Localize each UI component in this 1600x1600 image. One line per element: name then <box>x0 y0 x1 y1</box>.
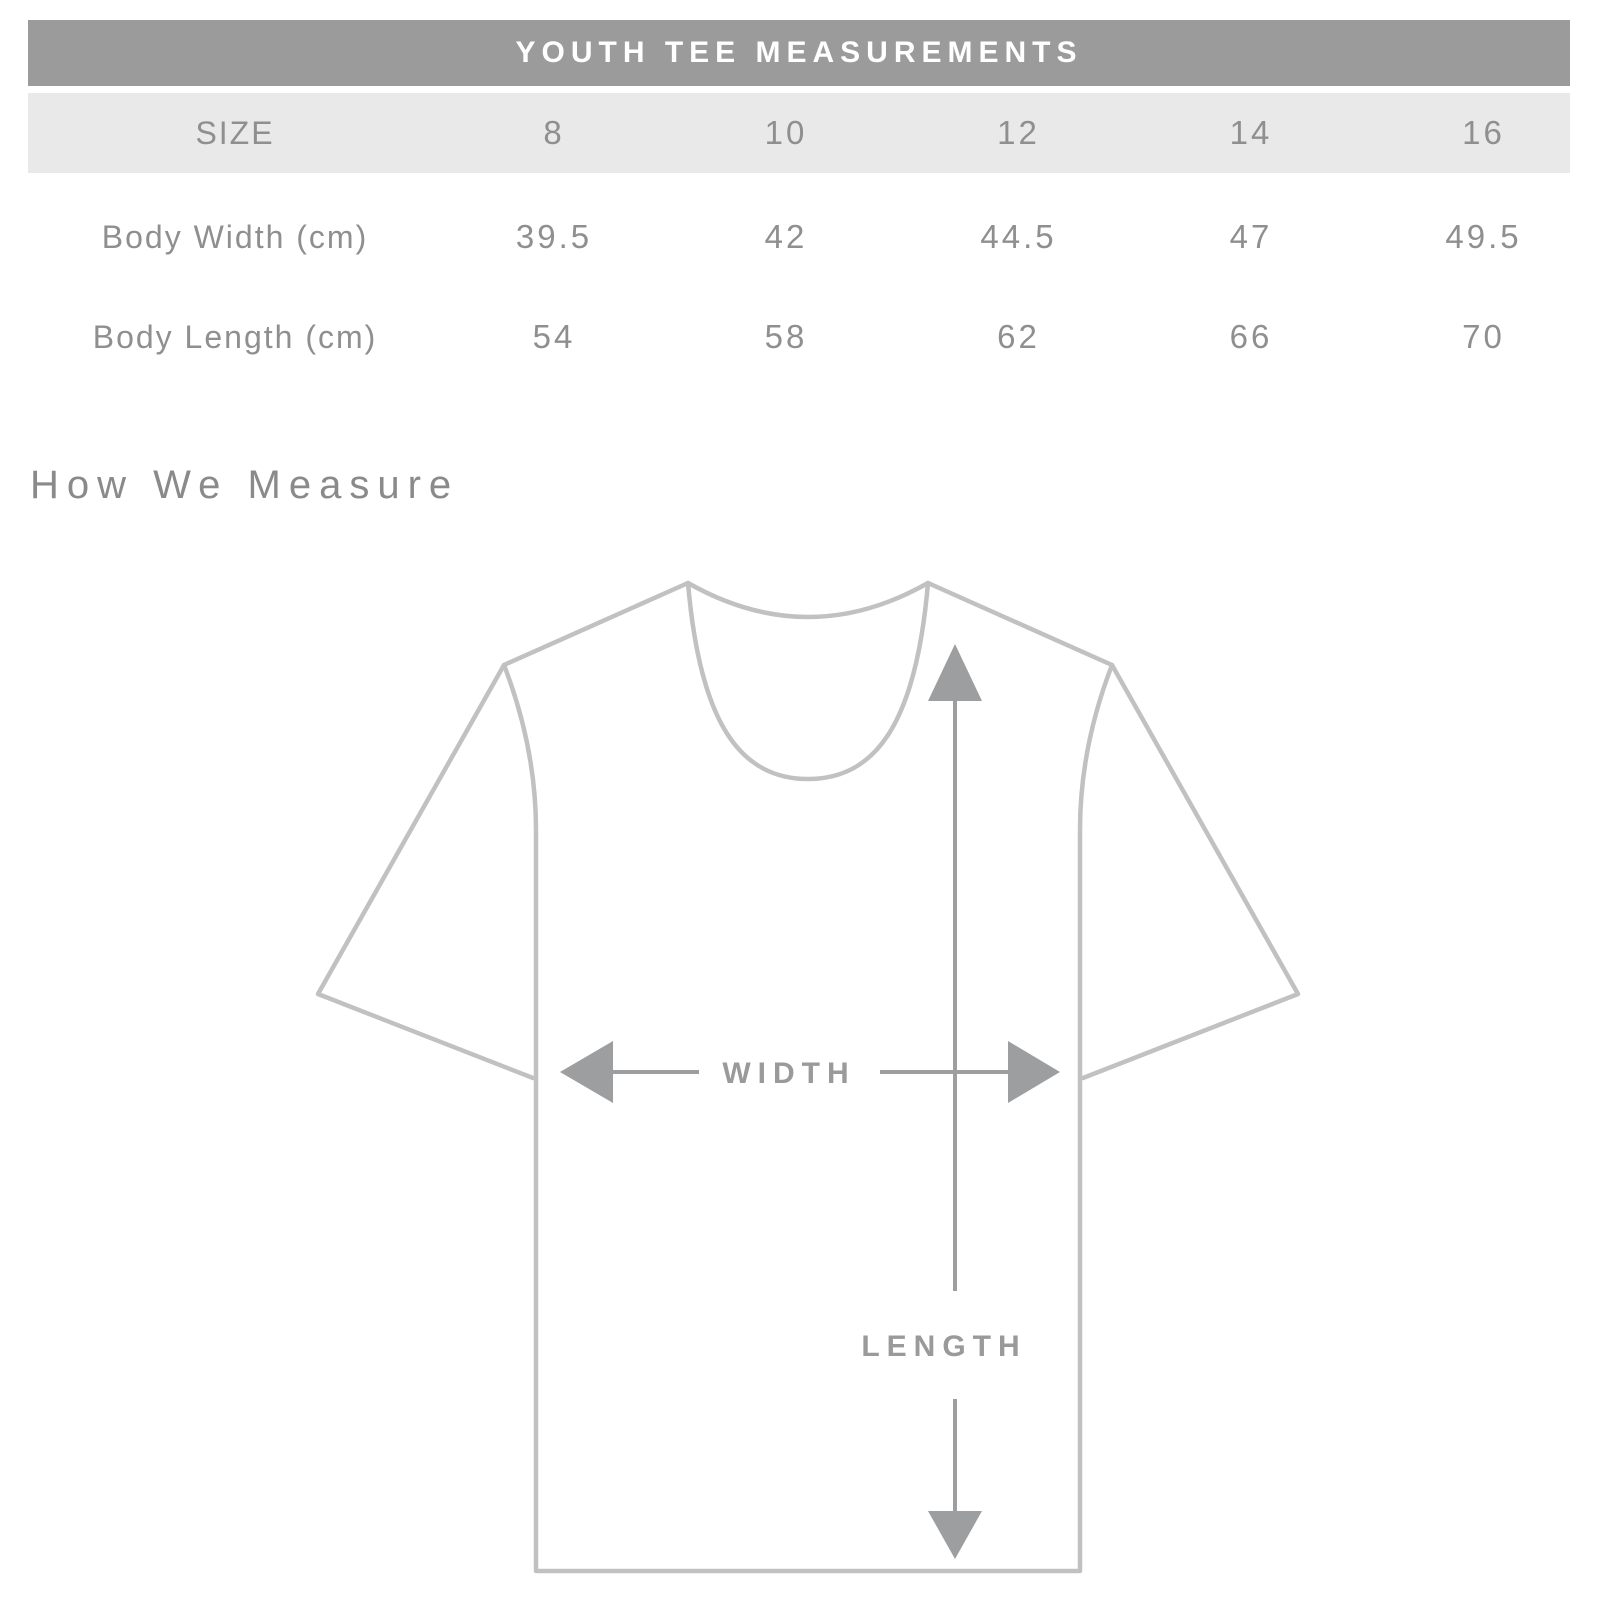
size-value-12: 12 <box>997 114 1040 151</box>
table-title-bar: YOUTH TEE MEASUREMENTS <box>28 20 1570 86</box>
body-width-size16: 49.5 <box>1445 218 1522 255</box>
body-length-size16: 70 <box>1462 318 1505 355</box>
table-title: YOUTH TEE MEASUREMENTS <box>515 36 1083 69</box>
size-value-8: 8 <box>543 114 565 151</box>
size-row-background <box>28 93 1570 173</box>
body-length-row: Body Length (cm) 54 58 62 66 70 <box>0 287 1600 387</box>
size-value-10: 10 <box>764 114 808 151</box>
body-length-size12: 62 <box>997 318 1040 355</box>
body-width-size8: 39.5 <box>515 218 593 255</box>
size-column-header: SIZE <box>195 114 275 151</box>
size-header-row: SIZE 8 10 12 14 16 <box>0 93 1600 173</box>
how-we-measure-heading: How We Measure <box>30 463 460 507</box>
body-length-size10: 58 <box>764 318 808 355</box>
body-length-size14: 66 <box>1229 318 1273 355</box>
length-arrow <box>928 644 982 1559</box>
width-arrow <box>560 1041 1060 1103</box>
size-value-16: 16 <box>1462 114 1505 151</box>
size-value-14: 14 <box>1229 114 1273 151</box>
body-length-size8: 54 <box>532 318 576 355</box>
width-arrow-label: WIDTH <box>722 1057 855 1090</box>
body-width-size12: 44.5 <box>980 218 1057 255</box>
tshirt-outline-icon <box>315 580 1301 1574</box>
body-width-row: Body Width (cm) 39.5 42 44.5 47 49.5 <box>0 187 1600 287</box>
body-width-size14: 47 <box>1229 218 1273 255</box>
length-arrow-label: LENGTH <box>861 1330 1026 1363</box>
body-length-label: Body Length (cm) <box>92 318 378 355</box>
body-width-size10: 42 <box>764 218 808 255</box>
body-width-label: Body Width (cm) <box>101 218 369 255</box>
